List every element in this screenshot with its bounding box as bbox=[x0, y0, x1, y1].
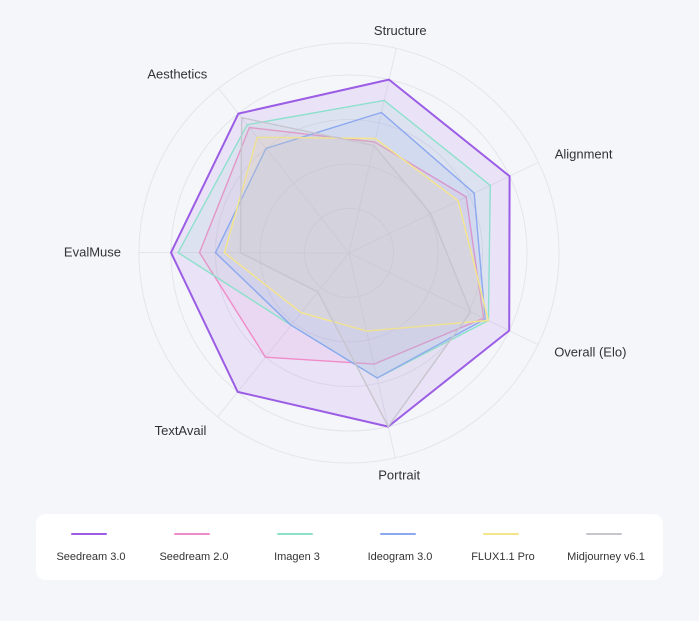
grid-spoke bbox=[348, 252, 396, 458]
grid-spoke bbox=[348, 161, 539, 254]
radar-axis-labels: Structure Alignment Overall (Elo) Portrait T… bbox=[64, 23, 627, 483]
series-seedream-3-0 bbox=[170, 78, 511, 428]
grid-spoke bbox=[348, 48, 397, 254]
axis-label-portrait: Portrait bbox=[378, 467, 420, 482]
axis-label-aesthetics: Aesthetics bbox=[147, 66, 207, 81]
legend-item: Ideogram 3.0 bbox=[348, 514, 452, 580]
legend-swatch bbox=[380, 533, 416, 535]
series-ideogram-3-0 bbox=[214, 111, 486, 379]
axis-label-alignment: Alignment bbox=[555, 147, 613, 162]
legend: Seedream 3.0 Seedream 2.0 Imagen 3 Ideogram… bbox=[36, 514, 663, 580]
legend-swatch bbox=[277, 533, 313, 535]
legend-swatch bbox=[174, 533, 210, 535]
radar-chart: Structure Alignment Overall (Elo) Portrait T… bbox=[64, 23, 627, 483]
legend-item: Midjourney v6.1 bbox=[554, 514, 658, 580]
series-midjourney-v6-1 bbox=[239, 116, 472, 428]
legend-label: Seedream 3.0 bbox=[56, 551, 126, 563]
legend-swatch bbox=[71, 533, 107, 535]
legend-item: Seedream 2.0 bbox=[142, 514, 246, 580]
grid-spoke bbox=[218, 88, 350, 254]
legend-label: Ideogram 3.0 bbox=[367, 551, 433, 563]
legend-swatch bbox=[586, 533, 622, 535]
grid-circle bbox=[138, 42, 560, 464]
legend-item: Seedream 3.0 bbox=[39, 514, 143, 580]
legend-label: Seedream 2.0 bbox=[159, 551, 229, 563]
grid-spoke bbox=[138, 251, 350, 254]
legend-item: FLUX1.1 Pro bbox=[451, 514, 555, 580]
axis-label-textavail: TextAvail bbox=[155, 423, 207, 438]
axis-label-evalmuse: EvalMuse bbox=[64, 244, 121, 259]
legend-swatch bbox=[483, 533, 519, 535]
legend-label: Imagen 3 bbox=[274, 551, 320, 563]
radar-series bbox=[170, 78, 511, 428]
axis-label-structure: Structure bbox=[374, 23, 427, 38]
legend-label: FLUX1.1 Pro bbox=[471, 551, 535, 563]
axis-label-overall-elo: Overall (Elo) bbox=[554, 345, 626, 360]
legend-label: Midjourney v6.1 bbox=[567, 551, 645, 563]
grid-spoke bbox=[217, 252, 350, 418]
grid-spoke bbox=[348, 252, 539, 346]
radar-grid bbox=[138, 42, 560, 464]
legend-item: Imagen 3 bbox=[245, 514, 349, 580]
